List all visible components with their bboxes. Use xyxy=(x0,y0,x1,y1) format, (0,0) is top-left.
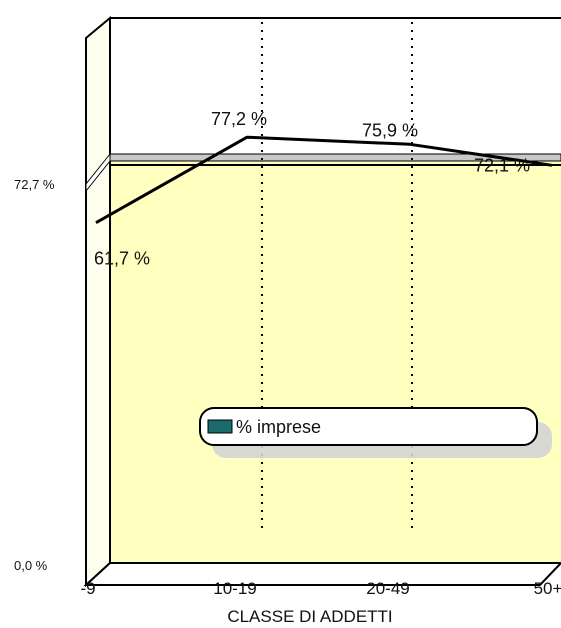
reference-band xyxy=(85,152,561,193)
reference-band-side xyxy=(85,152,111,193)
reference-line-label: 72,7 % xyxy=(14,177,55,192)
data-label-3: 75,9 % xyxy=(362,120,418,140)
floor xyxy=(83,562,561,586)
legend: % imprese xyxy=(199,407,552,458)
series-line xyxy=(95,135,553,225)
data-labels: 61,7 % 77,2 % 75,9 % 72,1 % xyxy=(94,109,530,268)
upper-wall xyxy=(111,19,561,154)
x-tick-labels: -9 10-19 20-49 50+ xyxy=(80,579,561,598)
y-axis-min-label: 0,0 % xyxy=(14,558,48,573)
x-axis-title: CLASSE DI ADDETTI xyxy=(227,607,392,626)
legend-box xyxy=(199,407,538,446)
x-tick-label-2: 10-19 xyxy=(213,579,256,598)
side-wall xyxy=(85,15,111,588)
data-label-2: 77,2 % xyxy=(211,109,267,129)
legend-label: % imprese xyxy=(236,417,321,437)
legend-swatch xyxy=(207,419,233,434)
x-tick-label-3: 20-49 xyxy=(366,579,409,598)
x-tick-label-1: -9 xyxy=(80,579,95,598)
x-tick-label-4: 50+ xyxy=(534,579,561,598)
data-label-4: 72,1 % xyxy=(474,155,530,175)
data-label-1: 61,7 % xyxy=(94,249,150,269)
